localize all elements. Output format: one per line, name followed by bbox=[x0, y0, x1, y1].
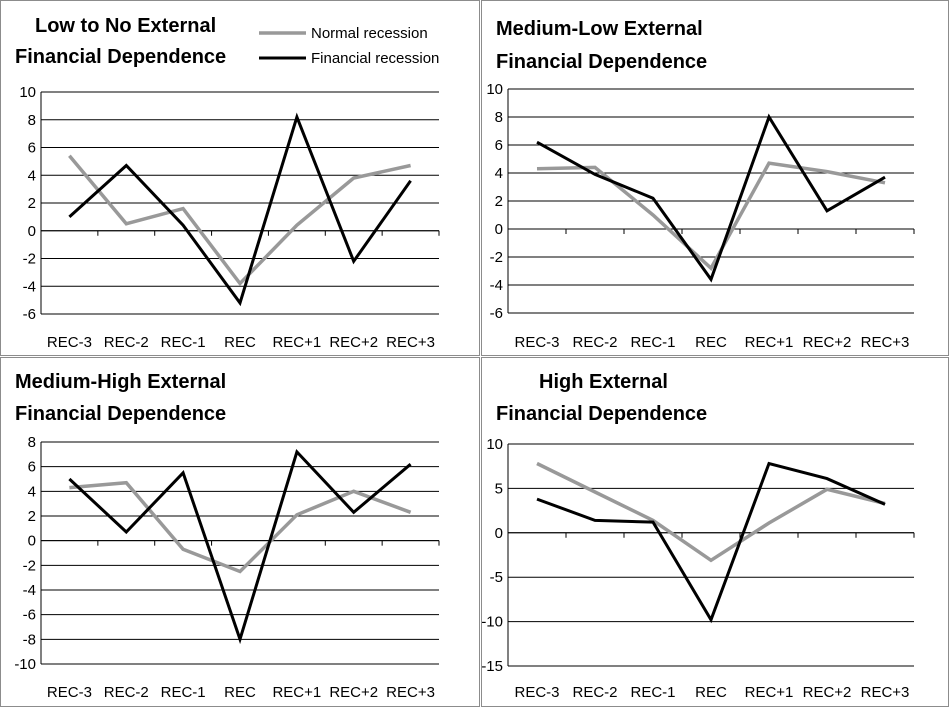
y-tick-label: 0 bbox=[28, 223, 36, 240]
x-tick-label: REC+3 bbox=[386, 334, 435, 351]
chart-panel-medium-high: Medium-High External Financial Dependenc… bbox=[0, 357, 480, 707]
y-tick-label: -6 bbox=[490, 305, 503, 322]
y-tick-label: -6 bbox=[23, 607, 36, 624]
x-tick-label: REC-1 bbox=[161, 334, 206, 351]
x-tick-label: REC+1 bbox=[272, 684, 321, 701]
y-tick-label: 0 bbox=[495, 221, 503, 238]
series-line-financial-recession bbox=[68, 448, 412, 645]
series-line-normal-recession bbox=[536, 161, 886, 271]
y-tick-label: -2 bbox=[23, 557, 36, 574]
x-tick-label: REC+1 bbox=[745, 684, 794, 701]
chart-title-line-2: Financial Dependence bbox=[15, 403, 226, 425]
y-tick-label: 10 bbox=[486, 436, 503, 453]
x-tick-label: REC-1 bbox=[630, 334, 675, 351]
x-tick-label: REC-3 bbox=[514, 684, 559, 701]
x-tick-label: REC-3 bbox=[47, 684, 92, 701]
chart-title-line-1: High External bbox=[539, 371, 668, 393]
x-tick-label: REC-2 bbox=[104, 334, 149, 351]
y-tick-label: 8 bbox=[28, 112, 36, 129]
y-tick-label: 2 bbox=[28, 508, 36, 525]
series-line-normal-recession bbox=[68, 154, 411, 287]
chart-title-line-1: Medium-High External bbox=[15, 371, 226, 393]
y-tick-label: -6 bbox=[23, 306, 36, 323]
x-tick-label: REC+2 bbox=[329, 334, 378, 351]
chart-svg-low-to-no: Low to No External Financial Dependence … bbox=[15, 15, 440, 351]
y-tick-label: 5 bbox=[495, 480, 503, 497]
x-tick-label: REC bbox=[224, 684, 256, 701]
x-tick-label: REC-2 bbox=[104, 684, 149, 701]
chart-svg-medium-high: Medium-High External Financial Dependenc… bbox=[14, 371, 440, 701]
legend-label-financial: Financial recession bbox=[311, 50, 439, 67]
chart-panel-medium-low: Medium-Low External Financial Dependence… bbox=[481, 0, 949, 356]
x-tick-label: REC-2 bbox=[572, 334, 617, 351]
x-tick-label: REC+1 bbox=[745, 334, 794, 351]
x-tick-label: REC+2 bbox=[803, 334, 852, 351]
x-tick-label: REC+3 bbox=[861, 684, 910, 701]
series-line-financial-recession bbox=[536, 113, 886, 283]
x-tick-label: REC-3 bbox=[514, 334, 559, 351]
y-tick-label: 4 bbox=[28, 483, 36, 500]
x-tick-label: REC-1 bbox=[630, 684, 675, 701]
series-line-financial-recession bbox=[536, 461, 886, 624]
y-tick-label: -8 bbox=[23, 631, 36, 648]
chart-panel-high: High External Financial Dependence 10 5 0 -… bbox=[481, 357, 949, 707]
series-line-financial-recession bbox=[68, 112, 412, 307]
chart-panel-low-to-no: Low to No External Financial Dependence … bbox=[0, 0, 480, 356]
x-tick-label: REC+1 bbox=[272, 334, 321, 351]
y-tick-label: -4 bbox=[23, 278, 36, 295]
chart-svg-high: High External Financial Dependence 10 5 0 -… bbox=[482, 371, 915, 701]
y-tick-label: 2 bbox=[28, 195, 36, 212]
y-tick-label: -10 bbox=[14, 656, 36, 673]
chart-title-line-2: Financial Dependence bbox=[496, 403, 707, 425]
x-tick-label: REC bbox=[224, 334, 256, 351]
x-tick-label: REC-1 bbox=[161, 684, 206, 701]
x-tick-label: REC+3 bbox=[861, 334, 910, 351]
y-tick-label: -15 bbox=[482, 658, 503, 675]
chart-legend: Normal recession Financial recession bbox=[259, 25, 439, 67]
chart-title-line-1: Medium-Low External bbox=[496, 18, 703, 40]
series-line-normal-recession bbox=[536, 461, 886, 563]
series-line-normal-recession bbox=[69, 480, 412, 574]
y-tick-label: -2 bbox=[23, 251, 36, 268]
y-tick-label: -5 bbox=[490, 569, 503, 586]
chart-title-line-1: Low to No External bbox=[35, 15, 216, 37]
x-tick-label: REC+2 bbox=[329, 684, 378, 701]
y-tick-label: 8 bbox=[495, 109, 503, 126]
x-tick-label: REC bbox=[695, 684, 727, 701]
y-tick-label: 0 bbox=[495, 525, 503, 542]
y-tick-label: 2 bbox=[495, 193, 503, 210]
y-tick-label: 10 bbox=[486, 81, 503, 98]
y-tick-label: -2 bbox=[490, 249, 503, 266]
y-tick-label: 8 bbox=[28, 434, 36, 451]
legend-label-normal: Normal recession bbox=[311, 25, 428, 42]
x-tick-label: REC-3 bbox=[47, 334, 92, 351]
y-tick-label: 6 bbox=[28, 140, 36, 157]
y-tick-label: 10 bbox=[19, 84, 36, 101]
x-tick-label: REC bbox=[695, 334, 727, 351]
y-tick-label: 6 bbox=[495, 137, 503, 154]
y-tick-label: 4 bbox=[28, 167, 36, 184]
x-tick-label: REC-2 bbox=[572, 684, 617, 701]
y-tick-label: -10 bbox=[482, 614, 503, 631]
y-tick-label: 6 bbox=[28, 459, 36, 476]
chart-svg-medium-low: Medium-Low External Financial Dependence… bbox=[486, 18, 915, 351]
chart-title-line-2: Financial Dependence bbox=[15, 46, 226, 68]
y-tick-label: 4 bbox=[495, 165, 503, 182]
y-tick-label: -4 bbox=[490, 277, 503, 294]
x-tick-label: REC+2 bbox=[803, 684, 852, 701]
chart-title-line-2: Financial Dependence bbox=[496, 51, 707, 73]
y-tick-label: -4 bbox=[23, 582, 36, 599]
x-tick-label: REC+3 bbox=[386, 684, 435, 701]
y-tick-label: 0 bbox=[28, 533, 36, 550]
